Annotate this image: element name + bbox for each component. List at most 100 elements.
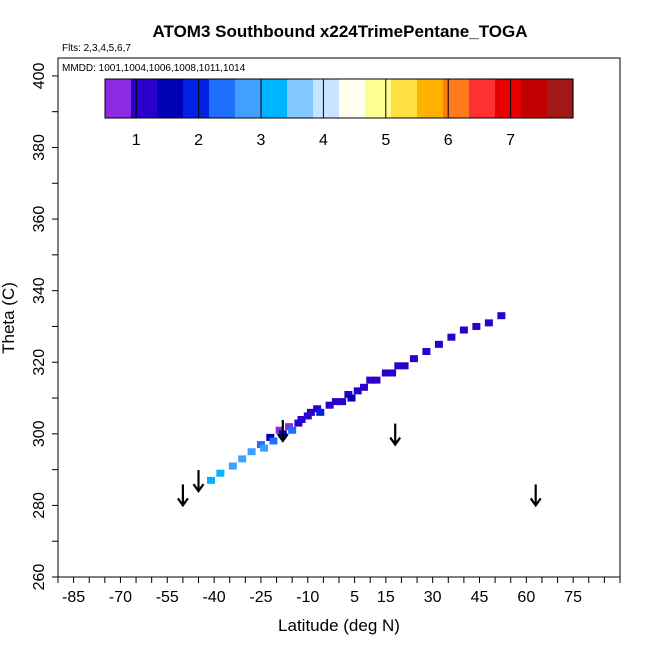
heatmap-cell [359,383,368,391]
heatmap-cell [344,390,353,398]
heatmap-cell [331,398,340,406]
colorbar-tick-label: 5 [381,132,390,149]
heatmap-cell [400,362,409,370]
heatmap-cell [269,437,278,445]
x-tick-label: -70 [109,589,132,606]
heatmap-cell [256,441,265,449]
colorbar-segment [391,79,418,118]
x-tick-label: -55 [156,589,179,606]
heatmap-cell [216,469,225,477]
heatmap-cell [260,444,269,452]
x-tick-label: 45 [471,589,489,606]
heatmap-cell [297,416,306,424]
heatmap-cell [366,376,375,384]
colorbar-segment [261,79,288,118]
flights-label: Flts: 2,3,4,5,6,7 [62,43,131,54]
heatmap-cell [394,362,403,370]
heatmap-cell [266,433,275,441]
x-tick-label: 30 [424,589,442,606]
colorbar-tick-label: 7 [506,132,515,149]
colorbar-segment [339,79,366,118]
arrow-marker [389,423,402,447]
colorbar-segment [547,79,574,118]
heatmap-cell [228,462,237,470]
colorbar-tick-label: 4 [319,132,328,149]
x-axis-label: Latitude (deg N) [278,616,400,635]
arrow-head [529,497,542,508]
heatmap-cell [409,355,418,363]
colorbar-segment [365,79,392,118]
x-tick-label: 15 [377,589,395,606]
heatmap-cell [313,405,322,413]
x-tick-label: -10 [296,589,319,606]
y-tick-label: 400 [31,62,48,89]
colorbar-segment [183,79,210,118]
arrow-marker [276,419,289,443]
x-axis: -85 -70 -55 -40 -25 -10 5 15 30 45 60 75 [57,577,621,606]
heatmap-cell [447,333,456,341]
x-tick-label: 60 [517,589,535,606]
x-tick-label: -25 [249,589,272,606]
arrow-marker [192,470,205,493]
colorbar-segment [521,79,548,118]
heatmap-cell [294,419,303,427]
heatmap-cell [484,319,493,327]
heatmap-cell [472,322,481,330]
dates-label: MMDD: 1001,1004,1006,1008,1011,1014 [62,63,246,74]
arrow-markers [176,419,542,508]
colorbar-frame [104,78,574,119]
x-tick-label: -40 [203,589,226,606]
heatmap-cell [206,476,215,484]
arrow-head [389,436,402,447]
heatmap-cell [285,423,294,431]
y-tick-label: 340 [31,277,48,304]
heatmap-cell [325,401,334,409]
colorbar-segment [443,79,470,118]
heatmap-cell [422,348,431,356]
y-tick-label: 360 [31,206,48,233]
y-tick-label: 380 [31,134,48,161]
arrow-head [176,497,189,508]
colorbar-segment [131,79,158,118]
heatmap-cell [247,448,256,456]
colorbar-segment [209,79,236,118]
heatmap-cell [316,408,325,416]
x-tick-label: 5 [350,589,359,606]
colorbar-tick-label: 6 [444,132,453,149]
heatmap-cell [434,340,443,348]
heatmap-cell [338,398,347,406]
y-axis-label: Theta (C) [0,282,18,354]
colorbar-segment [235,79,262,118]
heatmap-cell [372,376,381,384]
colorbar-segment [469,79,496,118]
heatmap-cells [206,312,506,484]
y-tick-label: 320 [31,349,48,376]
colorbar: 1 2 3 4 5 6 7 [104,78,574,149]
arrow-head [192,483,205,493]
heatmap-cell [303,412,312,420]
colorbar-tick-label: 3 [257,132,266,149]
colorbar-segment [313,79,340,118]
heatmap-cell [459,326,468,334]
colorbar-segment [105,79,132,118]
y-tick-label: 300 [31,420,48,447]
arrow-marker [529,484,542,508]
x-tick-label: 75 [564,589,582,606]
arrow-marker [176,484,189,508]
heatmap-cell [275,426,284,434]
chart-title: ATOM3 Southbound x224TrimePentane_TOGA [152,22,527,41]
heatmap-cell [238,455,247,463]
colorbar-segment [495,79,522,118]
heatmap-cell [381,369,390,377]
colorbar-segment [287,79,314,118]
heatmap-cell [353,387,362,395]
x-tick-label: -85 [62,589,85,606]
heatmap-cell [347,394,356,402]
heatmap-cell [306,408,315,416]
y-tick-label: 280 [31,492,48,519]
colorbar-segment [157,79,184,118]
colorbar-tick-label: 1 [132,132,141,149]
heatmap-cell [288,426,297,434]
heatmap-cell [497,312,506,320]
